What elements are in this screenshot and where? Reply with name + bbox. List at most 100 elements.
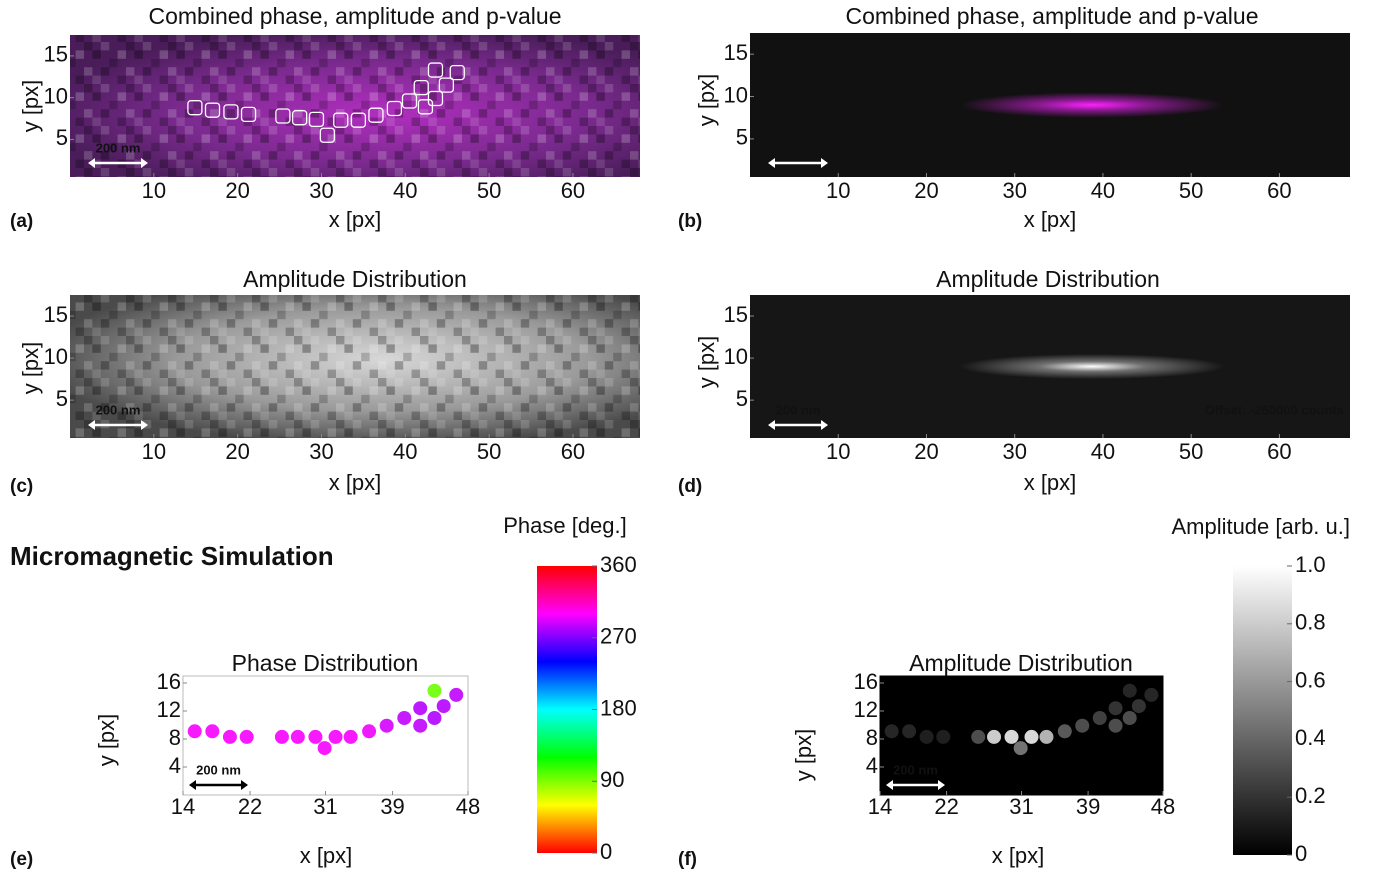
x-tick-label: 39 [1076, 794, 1100, 819]
point [397, 711, 412, 725]
scale-bar-label: 200 nm [196, 762, 241, 777]
point [239, 729, 254, 744]
scale-bar-arrows [88, 420, 148, 430]
point [1122, 711, 1137, 725]
x-tick-label: 30 [309, 439, 333, 464]
colorbar-tick-label: 1.0 [1295, 552, 1326, 577]
chart-title: Amplitude Distribution [936, 266, 1160, 292]
y-tick-label: 16 [854, 669, 878, 694]
heatmap-texture [70, 35, 640, 177]
point [1108, 718, 1123, 733]
point [379, 718, 394, 733]
heatmap-image [750, 295, 1350, 438]
point [1092, 711, 1107, 725]
y-axis-label: y [px] [18, 80, 43, 133]
y-tick-label: 15 [44, 302, 68, 327]
marker-square [401, 93, 418, 109]
chart-title: Combined phase, amplitude and p-value [846, 3, 1259, 29]
y-tick-label: 8 [866, 725, 878, 750]
y-tick-label: 15 [44, 42, 68, 67]
point [222, 729, 237, 744]
marker-square [308, 111, 325, 128]
x-tick-label: 22 [238, 794, 262, 819]
point [308, 729, 323, 744]
x-tick-label: 31 [1009, 794, 1033, 819]
point [317, 741, 332, 756]
scale-bar-label: 200 nm [776, 402, 821, 417]
scale-bar-arrows [768, 158, 828, 168]
panel-label: (b) [678, 211, 702, 232]
x-tick-label: 50 [1179, 439, 1203, 464]
point [902, 724, 917, 739]
x-axis-label: x [px] [1024, 207, 1077, 232]
x-tick-label: 60 [561, 439, 585, 464]
point [427, 683, 442, 698]
y-tick-label: 10 [724, 344, 748, 369]
point [987, 729, 1002, 744]
chart-title: Amplitude Distribution [909, 650, 1133, 676]
marker-square [187, 100, 203, 116]
y-axis-label: y [px] [694, 74, 719, 127]
marker-square [319, 127, 335, 143]
marker-square [368, 107, 384, 123]
x-tick-label: 30 [309, 178, 333, 203]
point [1144, 687, 1159, 702]
y-tick-label: 5 [56, 386, 68, 411]
scale-bar-label: 200 nm [96, 402, 141, 417]
marker-square [292, 110, 308, 126]
point [919, 729, 934, 744]
x-tick-label: 14 [868, 794, 892, 819]
colorbar-label: Phase [deg.] [503, 513, 627, 538]
point [1024, 729, 1039, 744]
x-tick-label: 50 [1179, 178, 1203, 203]
x-tick-label: 60 [1267, 439, 1291, 464]
y-tick-label: 4 [866, 753, 878, 778]
colorbar-tick-label: 0.4 [1295, 725, 1326, 750]
point [413, 701, 428, 716]
marker-square [386, 100, 403, 117]
marker-square [240, 106, 257, 123]
x-tick-label: 10 [826, 178, 850, 203]
y-tick-label: 16 [157, 669, 181, 694]
y-tick-label: 5 [736, 386, 748, 411]
colorbar [537, 566, 597, 853]
x-tick-label: 40 [1091, 178, 1115, 203]
point [328, 729, 343, 744]
marker-square [350, 112, 367, 128]
colorbar-tick-label: 0.2 [1295, 783, 1326, 808]
chart-title: Phase Distribution [232, 650, 419, 676]
point [436, 699, 451, 714]
colorbar-tick-label: 0.8 [1295, 610, 1326, 635]
x-tick-label: 48 [1151, 794, 1175, 819]
point [1108, 701, 1123, 716]
point [1004, 729, 1019, 744]
x-tick-label: 20 [914, 178, 938, 203]
scale-bar-label: 200 nm [776, 140, 821, 155]
x-tick-label: 20 [225, 178, 249, 203]
y-axis-label: y [px] [791, 729, 816, 782]
panel-label: (f) [678, 849, 697, 870]
marker-square [449, 64, 465, 81]
point [427, 711, 442, 725]
y-tick-label: 10 [44, 83, 68, 108]
x-tick-label: 50 [477, 178, 501, 203]
panel-label: (e) [10, 849, 33, 870]
point [343, 729, 358, 744]
colorbar-tick-label: 180 [600, 695, 637, 720]
x-tick-label: 48 [456, 794, 480, 819]
y-tick-label: 8 [169, 725, 181, 750]
scale-bar-arrows [768, 420, 828, 430]
chart-title: Combined phase, amplitude and p-value [149, 3, 562, 29]
marker-square [427, 62, 444, 78]
colorbar-tick-label: 270 [600, 624, 637, 649]
point [884, 724, 899, 739]
x-tick-label: 60 [561, 178, 585, 203]
scale-bar-arrows [189, 780, 248, 790]
x-tick-label: 39 [380, 794, 404, 819]
colorbar-tick-label: 360 [600, 552, 637, 577]
y-tick-label: 10 [724, 82, 748, 107]
point [413, 718, 428, 733]
point [290, 729, 305, 744]
scale-bar-label: 200 nm [893, 762, 938, 777]
marker-square [438, 77, 455, 93]
